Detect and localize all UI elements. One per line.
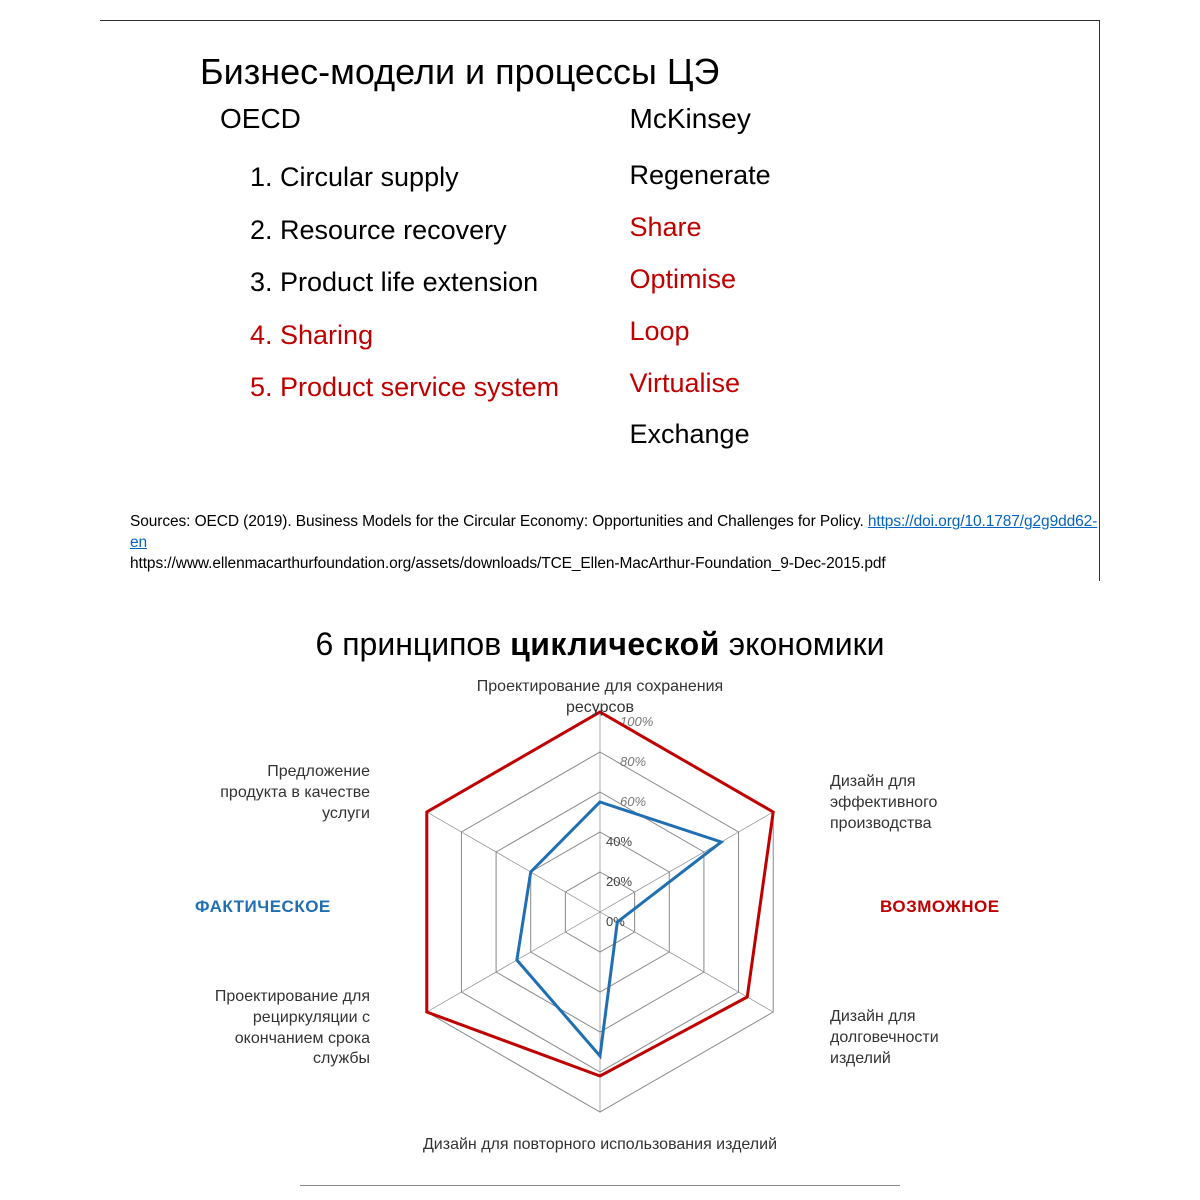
svg-text:20%: 20%	[606, 874, 632, 889]
oecd-item: 2. Resource recovery	[250, 206, 600, 255]
axis-label-4: Проектирование для рециркуляции с оконча…	[200, 987, 370, 1070]
sources-text: Sources: OECD (2019). Business Models fo…	[130, 512, 1099, 575]
oecd-item: 1. Circular supply	[250, 153, 600, 202]
mckinsey-heading: McKinsey	[630, 103, 1060, 135]
axis-label-5: Предложение продукта в качестве услуги	[200, 762, 370, 824]
axis-label-0: Проектирование для сохранения ресурсов	[450, 677, 750, 719]
mckinsey-column: McKinsey Regenerate Share Optimise Loop Virt…	[600, 103, 1060, 464]
mckinsey-item: Regenerate	[630, 153, 1060, 199]
slide-6-principles: 6 принципов циклической экономики 0%20%4…	[100, 596, 1100, 1197]
slide-business-models: Бизнес-модели и процессы ЦЭ OECD 1. Circ…	[100, 21, 1099, 581]
oecd-column: OECD 1. Circular supply2. Resource recov…	[140, 103, 600, 464]
mckinsey-item: Virtualise	[630, 361, 1060, 407]
svg-text:40%: 40%	[606, 834, 632, 849]
svg-text:60%: 60%	[620, 794, 646, 809]
oecd-item: 5. Product service system	[250, 363, 600, 412]
bottom-rule	[300, 1185, 900, 1186]
radar-chart-container: 0%20%40%60%80%100% Проектирование для со…	[100, 677, 1100, 1197]
oecd-item: 3. Product life extension	[250, 258, 600, 307]
mckinsey-item: Optimise	[630, 257, 1060, 303]
mckinsey-item: Share	[630, 205, 1060, 251]
slide1-title: Бизнес-модели и процессы ЦЭ	[200, 51, 1059, 93]
radar-chart: 0%20%40%60%80%100%	[350, 677, 850, 1157]
oecd-heading: OECD	[220, 103, 600, 135]
axis-label-1: Дизайн для эффективного производства	[830, 772, 990, 834]
oecd-item: 4. Sharing	[250, 311, 600, 360]
axis-label-2: Дизайн для долговечности изделий	[830, 1007, 990, 1069]
legend-actual: ФАКТИЧЕСКОЕ	[195, 897, 331, 917]
legend-possible: ВОЗМОЖНОЕ	[880, 897, 1000, 917]
mckinsey-item: Loop	[630, 309, 1060, 355]
svg-text:80%: 80%	[620, 754, 646, 769]
slide2-title: 6 принципов циклической экономики	[100, 626, 1100, 663]
mckinsey-item: Exchange	[630, 412, 1060, 458]
axis-label-3: Дизайн для повторного использования изде…	[400, 1135, 800, 1156]
